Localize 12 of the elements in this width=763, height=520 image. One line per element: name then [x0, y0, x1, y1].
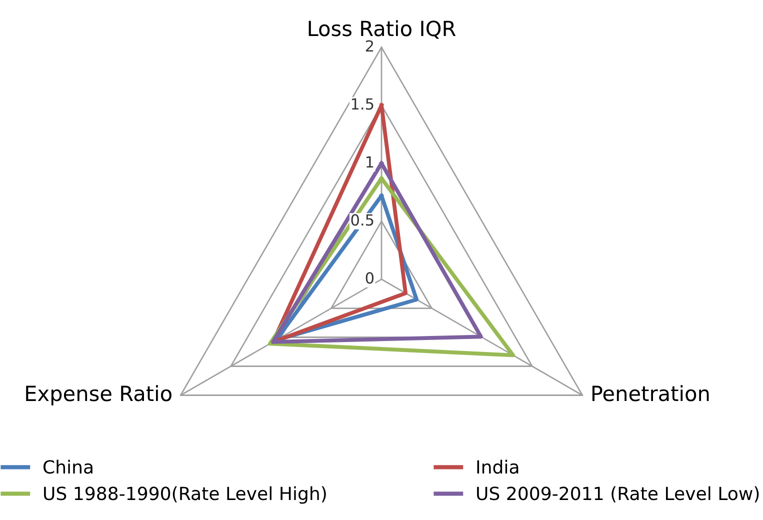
y-tick-label: 1	[366, 156, 374, 168]
spoke-label: Expense Ratio	[26, 385, 172, 406]
legend-label: US 1988-1990(Rate Level High)	[44, 486, 326, 504]
legend-label: China	[43, 460, 92, 474]
spoke-label: Penetration	[592, 385, 709, 402]
legend-label: US 2009-2011 (Rate Level Low)	[477, 486, 759, 502]
spoke-label: Loss Ratio IQR	[308, 20, 456, 39]
y-tick-label: 1.5	[352, 98, 374, 110]
y-tick-label: 0.5	[351, 214, 374, 226]
y-tick-label: 2	[366, 40, 374, 52]
legend-label: India	[477, 460, 518, 474]
y-tick-label: 0	[366, 272, 374, 284]
